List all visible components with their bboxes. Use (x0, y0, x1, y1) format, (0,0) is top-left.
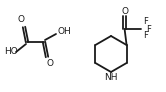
Text: OH: OH (57, 28, 71, 37)
Text: NH: NH (104, 72, 118, 82)
Text: F: F (143, 31, 148, 40)
Text: F: F (143, 16, 148, 25)
Text: O: O (46, 60, 53, 69)
Text: F: F (146, 24, 151, 33)
Text: HO: HO (4, 47, 18, 56)
Text: O: O (17, 15, 25, 24)
Text: O: O (121, 8, 128, 16)
